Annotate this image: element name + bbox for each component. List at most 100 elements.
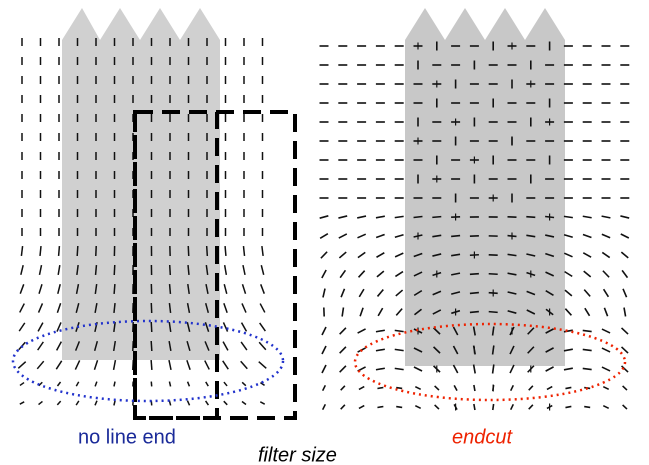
orientation-mark [206, 382, 209, 386]
orientation-mark [377, 406, 383, 407]
orientation-mark [583, 330, 592, 331]
orientation-mark [340, 347, 346, 353]
orientation-mark [359, 387, 364, 390]
orientation-mark [323, 289, 325, 298]
orientation-mark [341, 386, 345, 390]
orientation-mark [20, 284, 23, 293]
orientation-mark [188, 265, 189, 275]
orientation-mark [19, 323, 25, 331]
orientation-mark [395, 330, 404, 331]
orientation-mark [151, 322, 152, 332]
orientation-mark [187, 360, 190, 369]
orientation-mark [39, 303, 43, 312]
orientation-mark [39, 401, 43, 404]
orientation-mark [378, 308, 383, 316]
orientation-mark [187, 401, 189, 406]
orientation-mark [376, 368, 385, 370]
orientation-mark [242, 284, 245, 294]
orientation-mark [224, 284, 227, 294]
orientation-mark [547, 387, 552, 390]
orientation-mark [565, 272, 573, 277]
orientation-mark [76, 382, 78, 386]
orientation-mark [470, 312, 479, 313]
orientation-mark [414, 367, 422, 371]
orientation-mark [564, 253, 572, 257]
orientation-mark [37, 361, 43, 369]
orientation-mark [206, 401, 209, 405]
orientation-mark [622, 328, 629, 334]
center-label: filter size [258, 444, 337, 465]
orientation-mark [207, 246, 208, 256]
orientation-mark [57, 382, 60, 386]
orientation-mark [76, 401, 79, 405]
orientation-mark [621, 234, 629, 238]
orientation-mark [40, 246, 41, 256]
orientation-mark [376, 330, 385, 332]
orientation-mark [583, 368, 592, 369]
orientation-mark [583, 349, 592, 350]
orientation-mark [474, 385, 475, 391]
orientation-mark [602, 329, 610, 333]
orientation-mark [358, 252, 365, 257]
orientation-mark [357, 216, 366, 218]
orientation-mark [151, 360, 152, 370]
orientation-mark [321, 252, 327, 258]
orientation-mark [320, 234, 328, 239]
orientation-mark [376, 216, 385, 218]
orientation-mark [95, 401, 97, 406]
orientation-mark [20, 304, 25, 313]
orientation-mark [261, 284, 265, 293]
orientation-mark [359, 406, 364, 409]
orientation-mark [529, 405, 533, 409]
orientation-mark [77, 246, 78, 256]
right-bar [405, 8, 565, 366]
orientation-mark [415, 387, 420, 390]
orientation-mark [357, 234, 365, 238]
orientation-mark [243, 246, 244, 256]
orientation-mark [95, 382, 97, 387]
orientation-mark [564, 330, 573, 332]
orientation-mark [58, 284, 60, 294]
orientation-mark [114, 382, 115, 387]
orientation-mark [360, 308, 363, 316]
orientation-mark [395, 272, 403, 277]
orientation-mark [395, 368, 404, 369]
orientation-mark [340, 270, 345, 277]
orientation-mark [242, 401, 246, 404]
orientation-mark [510, 365, 514, 373]
orientation-mark [259, 362, 267, 369]
orientation-mark [415, 406, 420, 409]
orientation-mark [339, 234, 347, 238]
orientation-mark [454, 385, 457, 390]
orientation-mark [18, 362, 25, 369]
orientation-mark [395, 235, 404, 238]
orientation-mark [223, 322, 227, 331]
orientation-mark [260, 402, 264, 404]
orientation-mark [564, 235, 573, 237]
orientation-mark [432, 217, 441, 218]
orientation-mark [622, 270, 627, 277]
page: no line end endcut filter size (() => { … [0, 0, 649, 465]
orientation-mark [56, 361, 61, 369]
orientation-mark [342, 308, 343, 317]
right-label: endcut [452, 426, 513, 448]
orientation-mark [414, 216, 423, 217]
orientation-mark [564, 349, 573, 351]
orientation-mark [493, 404, 494, 410]
orientation-mark [339, 252, 346, 258]
orientation-mark [322, 327, 326, 335]
orientation-mark [242, 303, 246, 312]
orientation-mark [322, 270, 326, 278]
orientation-mark [223, 361, 229, 369]
orientation-mark [584, 290, 590, 297]
orientation-mark [376, 234, 384, 237]
orientation-mark [322, 365, 326, 373]
orientation-mark [340, 366, 346, 372]
orientation-mark [377, 271, 384, 277]
orientation-mark [435, 386, 439, 390]
orientation-mark [170, 265, 171, 275]
orientation-mark [529, 386, 533, 390]
orientation-mark [322, 346, 326, 354]
orientation-mark [338, 216, 347, 218]
orientation-mark [602, 348, 610, 352]
